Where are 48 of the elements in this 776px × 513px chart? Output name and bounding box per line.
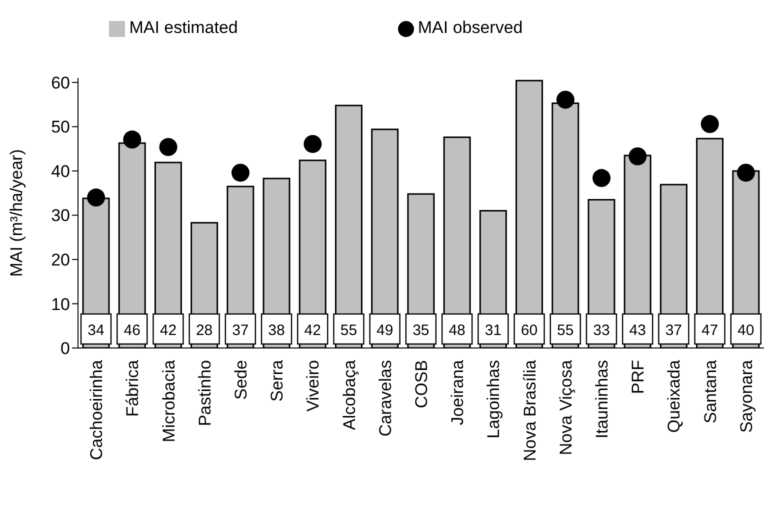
x-tick-label: Nova Brasília bbox=[520, 359, 540, 462]
legend-label: MAI estimated bbox=[129, 18, 238, 37]
y-axis-title: MAI (m³/ha/year) bbox=[7, 149, 26, 277]
data-label: 60 bbox=[520, 322, 538, 339]
y-tick-label: 0 bbox=[60, 339, 70, 358]
y-tick-label: 20 bbox=[51, 250, 70, 270]
data-label: 34 bbox=[88, 322, 104, 339]
data-label: 43 bbox=[629, 322, 646, 339]
data-label: 40 bbox=[738, 322, 754, 339]
data-label: 48 bbox=[448, 322, 466, 339]
y-tick-label: 40 bbox=[51, 162, 70, 181]
x-tick-label: Cachoeirinha bbox=[87, 359, 106, 460]
data-label: 31 bbox=[484, 322, 502, 339]
x-tick-label: Sayonara bbox=[736, 359, 756, 433]
data-label: 38 bbox=[268, 322, 285, 339]
data-label: 46 bbox=[124, 322, 140, 339]
x-tick-label: Caravelas bbox=[376, 360, 395, 437]
data-label: 55 bbox=[557, 322, 574, 339]
x-tick-label: Alcobaça bbox=[340, 359, 359, 430]
data-label: 47 bbox=[701, 322, 718, 339]
x-tick-label: Fábrica bbox=[123, 359, 142, 417]
x-tick-label: Viveiro bbox=[304, 360, 323, 412]
data-label: 33 bbox=[593, 322, 610, 339]
y-tick-label: 50 bbox=[51, 118, 70, 137]
x-tick-label: PRF bbox=[628, 360, 648, 394]
data-label: 37 bbox=[665, 322, 682, 339]
x-tick-label: COSB bbox=[412, 360, 431, 408]
x-tick-label: Lagoinhas bbox=[484, 360, 504, 438]
y-tick-label: 10 bbox=[51, 294, 70, 314]
x-tick-label: Itauninhas bbox=[592, 360, 612, 438]
data-label: 35 bbox=[412, 322, 430, 339]
x-tick-label: Serra bbox=[268, 359, 287, 402]
legend-label: MAI observed bbox=[418, 18, 523, 37]
x-tick-label: Pastinho bbox=[195, 360, 214, 426]
y-tick-label: 30 bbox=[51, 206, 70, 226]
data-label: 37 bbox=[232, 322, 249, 339]
x-tick-label: Joeirana bbox=[448, 359, 468, 426]
x-tick-label: Queixada bbox=[664, 359, 684, 433]
x-tick-label: Sede bbox=[231, 360, 250, 400]
y-tick-label: 60 bbox=[51, 73, 70, 92]
data-label: 28 bbox=[196, 322, 213, 339]
x-tick-label: Microbacia bbox=[159, 359, 178, 442]
data-label: 42 bbox=[304, 322, 321, 339]
x-tick-label: Nova Viçosa bbox=[556, 359, 576, 456]
data-label: 49 bbox=[376, 322, 394, 339]
x-tick-label: Santana bbox=[700, 359, 720, 424]
data-label: 42 bbox=[160, 322, 177, 339]
data-label: 55 bbox=[340, 322, 358, 339]
